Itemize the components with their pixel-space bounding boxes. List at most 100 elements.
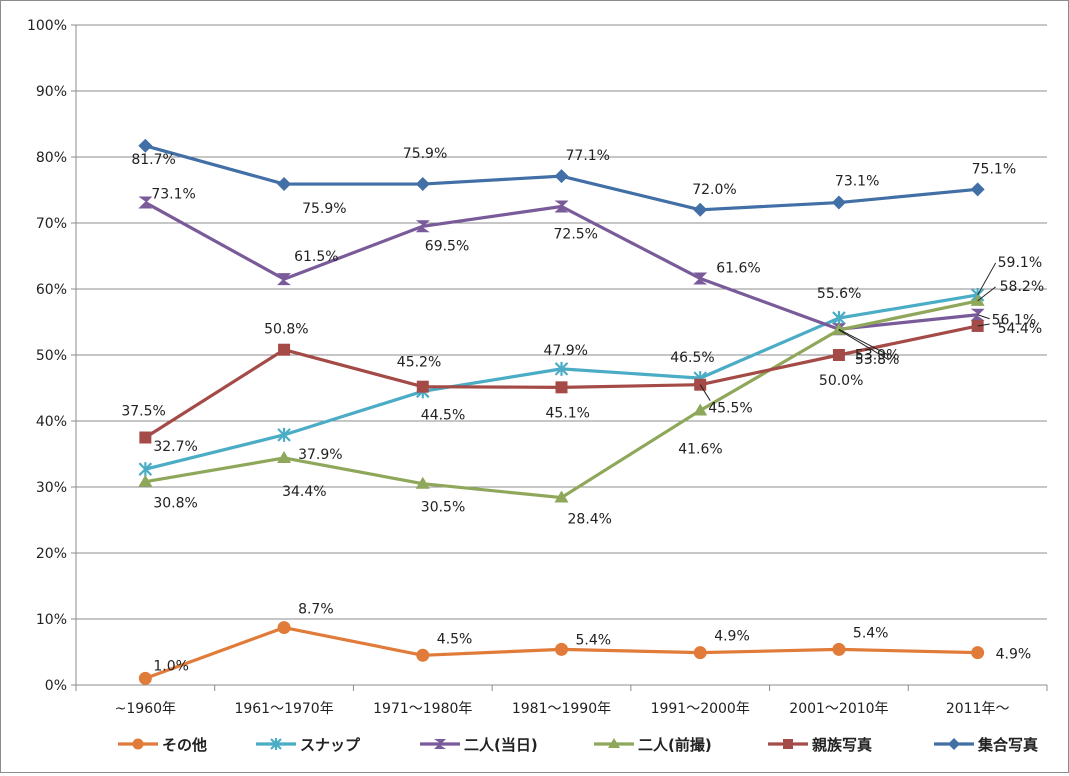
data-point bbox=[138, 671, 152, 685]
data-label: 44.5% bbox=[421, 407, 465, 423]
data-label: 1.0% bbox=[153, 658, 189, 674]
data-point bbox=[831, 195, 846, 210]
y-tick-label: 100% bbox=[27, 18, 67, 34]
data-label: 55.6% bbox=[817, 286, 861, 302]
data-point bbox=[832, 311, 846, 326]
data-label: 46.5% bbox=[670, 350, 714, 366]
data-point bbox=[693, 202, 708, 217]
legend-label: スナップ bbox=[300, 736, 361, 754]
data-point bbox=[270, 738, 282, 750]
x-tick-label: ~1960年 bbox=[115, 701, 176, 717]
y-tick-label: 70% bbox=[36, 216, 67, 232]
grid-lines bbox=[76, 24, 1047, 686]
y-tick-label: 60% bbox=[36, 282, 67, 298]
data-point bbox=[555, 642, 568, 656]
data-label: 41.6% bbox=[678, 441, 722, 457]
data-label: 61.6% bbox=[716, 260, 760, 276]
data-label: 53.9% bbox=[855, 347, 899, 363]
legend-item: 二人(当日) bbox=[420, 736, 538, 754]
data-point bbox=[277, 621, 291, 635]
data-label: 45.1% bbox=[546, 405, 590, 421]
legend-label: その他 bbox=[162, 736, 207, 754]
label-leader bbox=[977, 323, 990, 327]
y-tick-label: 10% bbox=[36, 612, 67, 628]
series-6 bbox=[138, 138, 985, 217]
data-point bbox=[832, 349, 845, 361]
data-label: 72.5% bbox=[554, 227, 598, 243]
data-label: 4.5% bbox=[437, 631, 473, 647]
legend-item: 親族写真 bbox=[768, 736, 872, 754]
data-point bbox=[555, 381, 568, 394]
data-point bbox=[139, 431, 152, 444]
legend-item: スナップ bbox=[256, 736, 361, 754]
data-label: 61.5% bbox=[294, 249, 338, 265]
x-tick-label: 2011年～ bbox=[946, 701, 1010, 717]
data-label: 54.4% bbox=[998, 321, 1042, 337]
y-tick-label: 0% bbox=[45, 678, 67, 694]
data-label: 72.0% bbox=[692, 182, 736, 198]
data-point bbox=[554, 361, 569, 376]
data-label: 81.7% bbox=[131, 152, 175, 168]
data-label: 4.9% bbox=[996, 647, 1032, 663]
data-point bbox=[138, 138, 153, 153]
y-tick-label: 30% bbox=[36, 480, 67, 496]
data-label: 50.8% bbox=[264, 322, 308, 338]
legend-label: 集合写真 bbox=[977, 736, 1038, 754]
data-point bbox=[554, 200, 569, 213]
x-tick-label: 1971～1980年 bbox=[373, 701, 472, 717]
data-point bbox=[434, 739, 446, 749]
data-label: 73.1% bbox=[835, 174, 879, 190]
data-point bbox=[278, 343, 291, 356]
data-label: 73.1% bbox=[151, 187, 195, 203]
label-leader bbox=[699, 384, 711, 401]
data-label: 59.1% bbox=[998, 255, 1042, 271]
data-point bbox=[132, 738, 144, 750]
data-point bbox=[415, 220, 430, 233]
label-leader bbox=[977, 314, 990, 320]
legend-item: その他 bbox=[118, 736, 207, 754]
data-point bbox=[693, 403, 708, 416]
data-label: 28.4% bbox=[568, 512, 612, 528]
data-label: 37.9% bbox=[298, 447, 342, 463]
data-point bbox=[416, 648, 430, 662]
data-label: 34.4% bbox=[282, 484, 326, 500]
x-tick-label: 1961～1970年 bbox=[234, 701, 333, 717]
data-point bbox=[415, 476, 430, 489]
data-label: 45.5% bbox=[708, 401, 752, 417]
data-label: 45.2% bbox=[397, 355, 441, 371]
data-point bbox=[948, 738, 960, 750]
label-leader bbox=[977, 262, 997, 296]
data-point bbox=[970, 182, 985, 197]
data-point bbox=[693, 646, 707, 660]
label-leader bbox=[977, 286, 996, 302]
data-label: 5.4% bbox=[576, 632, 612, 648]
legend-label: 二人(当日) bbox=[464, 736, 538, 754]
data-label: 30.8% bbox=[153, 496, 197, 512]
data-label: 4.9% bbox=[714, 629, 750, 645]
data-point bbox=[415, 177, 430, 192]
data-label: 32.7% bbox=[153, 439, 197, 455]
data-point bbox=[832, 642, 846, 656]
data-point bbox=[277, 427, 291, 442]
data-point bbox=[693, 272, 708, 285]
series-1 bbox=[138, 621, 985, 685]
data-point bbox=[608, 738, 620, 748]
data-point bbox=[277, 273, 292, 286]
data-label: 30.5% bbox=[421, 500, 465, 516]
legend: その他 スナップ 二人(当日) 二人(前撮) 親族写真 集合写真 bbox=[118, 736, 1038, 754]
y-axis-ticks: 0% 10% 20% 30% 40% 50% 60% 70% 80% 90% 100% bbox=[27, 18, 76, 694]
label-leader bbox=[838, 329, 890, 361]
data-label: 56.1% bbox=[992, 313, 1036, 329]
data-point bbox=[277, 177, 292, 192]
data-point bbox=[138, 474, 153, 487]
data-label: 75.9% bbox=[403, 146, 447, 162]
x-tick-label: 1991～2000年 bbox=[651, 701, 750, 717]
label-leader bbox=[838, 328, 890, 356]
legend-label: 二人(前撮) bbox=[638, 736, 712, 754]
data-point bbox=[554, 169, 569, 184]
legend-label: 親族写真 bbox=[812, 736, 872, 754]
data-label: 50.0% bbox=[819, 373, 863, 389]
data-labels-layer: 1.0% 8.7% 4.5% 5.4% 4.9% 5.4% 4.9% 32.7% 37.9% 44… bbox=[121, 146, 1044, 674]
data-label: 37.5% bbox=[121, 404, 165, 420]
